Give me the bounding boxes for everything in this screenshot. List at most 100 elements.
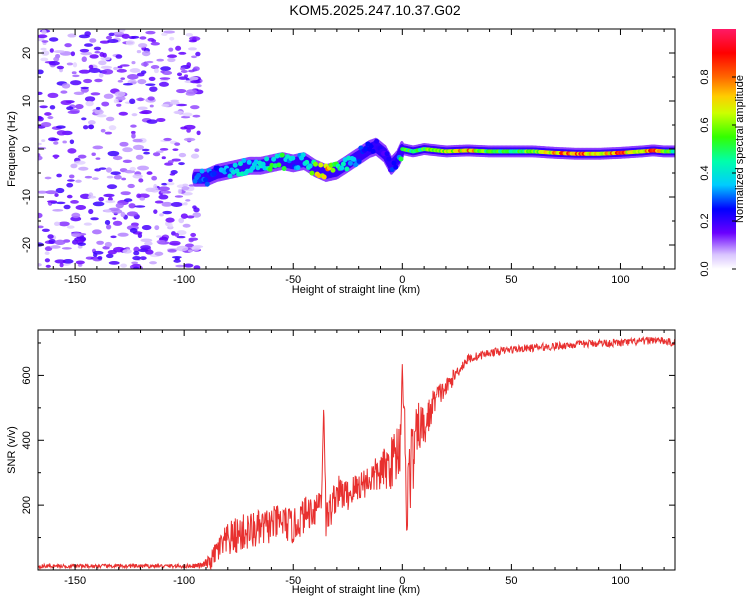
noise-cell <box>137 106 148 111</box>
noise-cell <box>55 187 65 194</box>
noise-cell <box>82 125 89 130</box>
noise-cell <box>158 194 169 200</box>
noise-cell <box>105 167 112 173</box>
noise-cell <box>115 202 124 209</box>
track-cell <box>386 156 392 162</box>
noise-cell <box>167 54 178 59</box>
noise-cell <box>89 54 99 59</box>
noise-cell <box>138 43 148 48</box>
x-tick-label: 50 <box>505 575 517 587</box>
noise-cell <box>167 160 174 164</box>
noise-cell <box>114 91 126 97</box>
noise-cell <box>120 211 126 218</box>
track-cell <box>227 173 233 179</box>
noise-cell <box>117 79 124 83</box>
noise-cell <box>39 105 48 109</box>
noise-cell <box>145 187 156 192</box>
noise-cell <box>45 190 58 195</box>
noise-cell <box>118 111 128 116</box>
noise-cell <box>107 38 119 43</box>
noise-cell <box>105 224 112 230</box>
noise-cell <box>105 200 116 204</box>
track-cell <box>203 177 209 183</box>
noise-cell <box>38 34 48 39</box>
noise-cell <box>100 65 113 69</box>
noise-cell <box>104 241 113 248</box>
noise-cell <box>46 200 58 203</box>
noise-cell <box>98 72 104 78</box>
noise-cell <box>120 263 128 268</box>
noise-cell <box>47 92 59 99</box>
track-cell <box>351 156 357 162</box>
track-cell <box>271 156 277 162</box>
noise-cell <box>141 148 150 152</box>
noise-cell <box>77 154 87 159</box>
noise-cell <box>58 221 70 227</box>
noise-cell <box>120 191 131 196</box>
noise-cell <box>137 78 147 85</box>
noise-cell <box>106 175 114 179</box>
noise-cell <box>95 106 101 110</box>
noise-cell <box>110 171 121 176</box>
noise-cell <box>133 246 140 253</box>
noise-cell <box>122 147 133 153</box>
noise-cell <box>184 243 195 248</box>
y-tick-label: 0 <box>21 146 33 152</box>
noise-cell <box>168 47 174 52</box>
noise-cell <box>181 186 190 191</box>
x-tick-label: -50 <box>285 575 301 587</box>
noise-cell <box>118 200 125 203</box>
noise-cell <box>70 200 79 204</box>
x-tick-label: 0 <box>399 274 405 286</box>
noise-cell <box>168 178 173 183</box>
noise-cell <box>67 110 80 114</box>
noise-cell <box>165 217 175 223</box>
colorbar-tick-label: 0.6 <box>699 117 711 132</box>
noise-cell <box>140 62 149 67</box>
noise-cell <box>188 69 195 73</box>
noise-cell <box>66 225 75 229</box>
noise-cell <box>179 67 186 71</box>
noise-cell <box>60 90 68 94</box>
noise-cell <box>177 72 183 77</box>
noise-cell <box>41 50 50 56</box>
noise-cell <box>98 60 107 66</box>
y-tick-label: 10 <box>21 95 33 107</box>
x-tick-label: -100 <box>173 575 195 587</box>
noise-cell <box>158 81 169 87</box>
spectrogram-xlabel: Height of straight line (km) <box>292 284 420 296</box>
noise-cell <box>156 235 163 238</box>
noise-cell <box>176 230 187 236</box>
track-cell <box>347 160 353 166</box>
noise-cell <box>177 188 182 195</box>
noise-cell <box>112 220 123 226</box>
track-cell <box>398 156 404 162</box>
track-cell <box>391 160 397 166</box>
noise-cell <box>191 246 201 251</box>
noise-cell <box>158 186 170 192</box>
noise-cell <box>88 64 94 70</box>
noise-cell <box>113 246 125 253</box>
noise-cell <box>113 66 118 71</box>
noise-cell <box>67 179 75 182</box>
noise-cell <box>106 184 118 190</box>
noise-cell <box>185 89 198 94</box>
noise-cell <box>126 211 139 217</box>
noise-cell <box>146 171 153 175</box>
noise-cell <box>149 261 157 265</box>
noise-cell <box>140 245 151 250</box>
noise-cell <box>190 232 197 238</box>
noise-cell <box>108 207 120 211</box>
track-cell <box>321 174 327 180</box>
noise-cell <box>77 245 83 249</box>
noise-cell <box>166 182 175 186</box>
noise-cell <box>48 37 59 42</box>
noise-cell <box>192 114 201 118</box>
y-tick-label: 200 <box>21 496 33 514</box>
noise-cell <box>105 35 112 40</box>
noise-cell <box>169 36 175 41</box>
noise-cell <box>112 31 125 35</box>
noise-cell <box>96 114 107 118</box>
x-tick-label: -100 <box>173 274 195 286</box>
